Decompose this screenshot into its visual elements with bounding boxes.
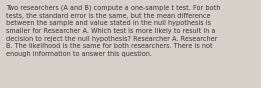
Text: Two researchers (A and B) compute a one-sample t test. For both
tests, the stand: Two researchers (A and B) compute a one-… bbox=[6, 5, 221, 57]
